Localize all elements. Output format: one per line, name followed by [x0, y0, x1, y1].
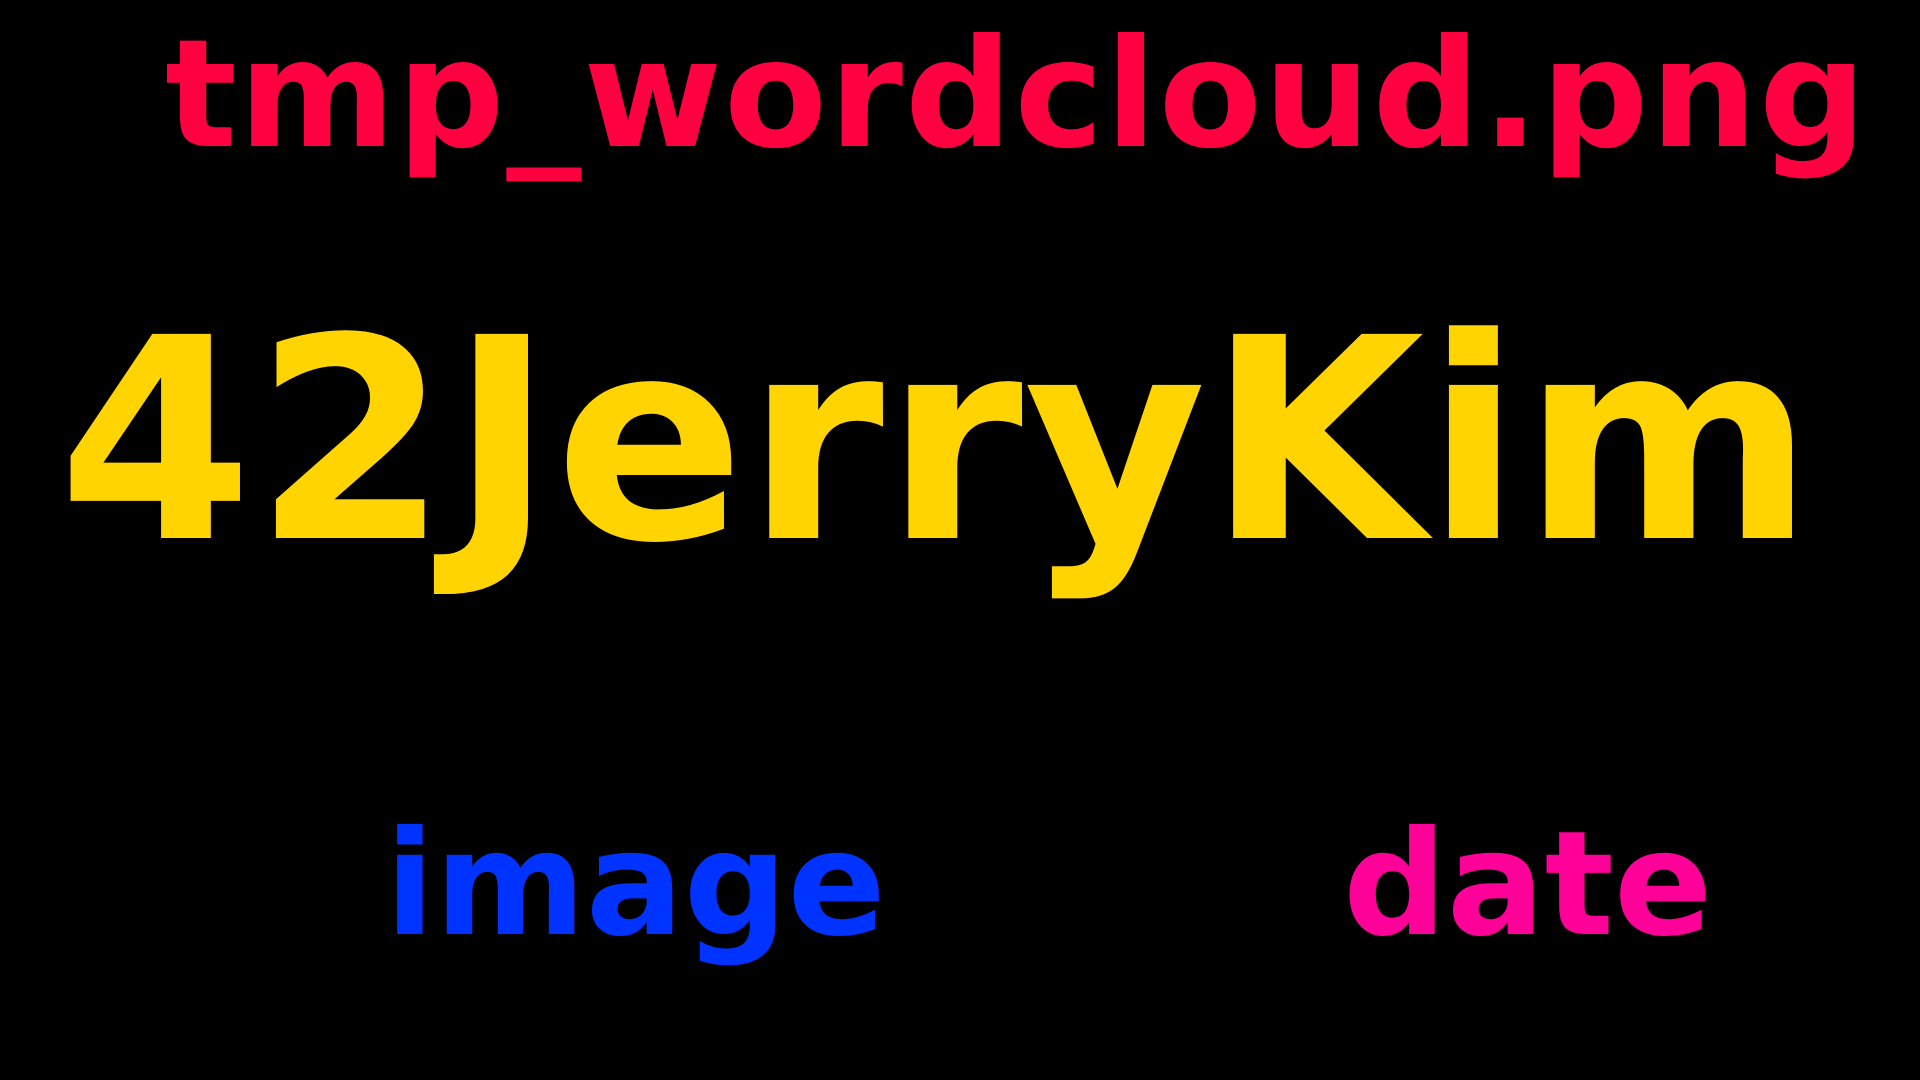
word-image: image — [385, 800, 886, 969]
word-42jerrykim: 42JerryKim — [58, 279, 1816, 605]
word-tmp-wordcloud-png: tmp_wordcloud.png — [165, 8, 1869, 182]
word-date: date — [1343, 800, 1713, 969]
